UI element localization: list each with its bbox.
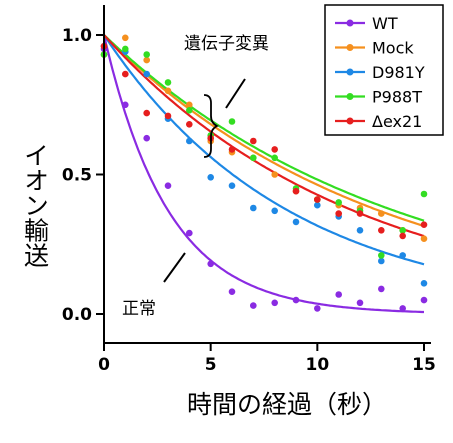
x-axis-title: 時間の経過（秒）	[187, 390, 387, 419]
data-point-D981Y	[271, 207, 279, 215]
data-point-Δex21	[228, 146, 236, 153]
legend-marker-P988T	[346, 93, 354, 100]
data-point-D981Y	[314, 201, 321, 209]
x-tick-label: 15	[412, 355, 436, 375]
fit-curve-D981Y	[103, 34, 425, 266]
data-point-P988T	[186, 107, 193, 114]
data-point-WT	[186, 229, 193, 237]
mutant-pointer-line	[225, 78, 246, 109]
data-point-WT	[164, 182, 172, 189]
legend-label-Δex21: Δex21	[372, 112, 422, 131]
data-point-WT	[356, 299, 364, 307]
data-point-Δex21	[292, 187, 300, 195]
x-tick-label: 5	[205, 355, 217, 375]
data-point-P988T	[271, 154, 279, 162]
data-point-WT	[399, 305, 407, 312]
data-point-Mock	[186, 101, 193, 109]
data-point-Δex21	[314, 196, 321, 203]
data-point-D981Y	[356, 227, 364, 234]
legend-label-D981Y: D981Y	[372, 63, 425, 82]
fit-curve-WT	[102, 34, 424, 314]
legend-marker-WT	[346, 19, 354, 27]
data-point-P988T	[228, 118, 236, 125]
data-point-WT	[378, 285, 385, 293]
fit-curves	[102, 34, 425, 314]
data-point-Δex21	[122, 70, 129, 78]
data-point-Mock	[271, 171, 279, 178]
data-point-D981Y	[420, 280, 428, 287]
data-point-D981Y	[143, 70, 150, 78]
fit-curve-Δex21	[103, 34, 425, 238]
data-point-WT	[314, 305, 321, 312]
data-point-WT	[292, 296, 300, 304]
data-point-P988T	[399, 227, 407, 234]
legend-label-Mock: Mock	[372, 39, 414, 58]
data-point-WT	[143, 134, 150, 142]
data-point-WT	[335, 291, 343, 298]
x-tick-label: 0	[98, 355, 110, 375]
y-tick-label: 0.0	[62, 305, 92, 325]
data-point-D981Y	[399, 252, 407, 259]
data-point-Δex21	[164, 112, 172, 120]
data-point-Δex21	[356, 210, 364, 217]
legend-marker-Δex21	[346, 117, 354, 125]
mutant-brace	[203, 94, 220, 158]
y-axis-title: イオン輸送	[21, 143, 50, 268]
legend-label-P988T: P988T	[372, 88, 422, 107]
data-point-Mock	[143, 56, 150, 64]
x-tick-label: 10	[305, 355, 329, 375]
data-point-Δex21	[186, 121, 193, 128]
fit-curve-Mock	[103, 34, 425, 228]
data-point-WT	[207, 260, 214, 268]
data-point-D981Y	[228, 182, 236, 189]
data-point-WT	[228, 288, 236, 296]
data-point-Mock	[420, 235, 428, 242]
normal-pointer-line	[163, 252, 186, 283]
data-point-WT	[271, 299, 279, 307]
data-point-D981Y	[250, 204, 257, 212]
data-point-Δex21	[271, 146, 279, 153]
data-points	[100, 34, 428, 312]
data-point-D981Y	[292, 218, 300, 226]
data-point-Mock	[378, 210, 385, 217]
data-point-P988T	[164, 79, 172, 86]
data-point-P988T	[420, 190, 428, 198]
fit-curve-P988T	[103, 34, 425, 222]
y-tick-label: 1.0	[62, 26, 92, 46]
data-point-Δex21	[420, 221, 428, 228]
data-point-WT	[122, 101, 129, 109]
normal-annotation-label: 正常	[122, 299, 156, 319]
legend-box	[324, 4, 444, 136]
data-point-Mock	[164, 87, 172, 95]
data-point-Mock	[122, 34, 129, 42]
data-point-P988T	[335, 199, 343, 206]
data-point-Δex21	[335, 210, 343, 217]
legend-marker-D981Y	[346, 68, 354, 76]
axes: 0.0 0.5 1.0 0 5 10 15	[62, 5, 436, 375]
annotations: 遺伝子変異 正常	[122, 34, 269, 319]
data-point-Δex21	[378, 227, 385, 234]
data-point-P988T	[250, 154, 257, 162]
data-point-WT	[250, 302, 257, 309]
mutant-annotation-label: 遺伝子変異	[184, 34, 269, 54]
data-point-Δex21	[399, 232, 407, 240]
data-point-D981Y	[207, 174, 214, 181]
data-point-WT	[420, 296, 428, 304]
data-point-P988T	[378, 252, 385, 259]
legend-label-WT: WT	[372, 14, 398, 33]
data-point-Δex21	[143, 109, 150, 117]
data-point-D981Y	[378, 257, 385, 265]
data-point-P988T	[122, 45, 129, 53]
data-point-P988T	[143, 51, 150, 58]
data-point-Δex21	[250, 137, 257, 145]
legend: WT Mock D981Y P988T Δex21	[324, 4, 444, 136]
data-point-D981Y	[186, 137, 193, 145]
y-tick-label: 0.5	[62, 166, 92, 186]
legend-marker-Mock	[346, 44, 354, 51]
